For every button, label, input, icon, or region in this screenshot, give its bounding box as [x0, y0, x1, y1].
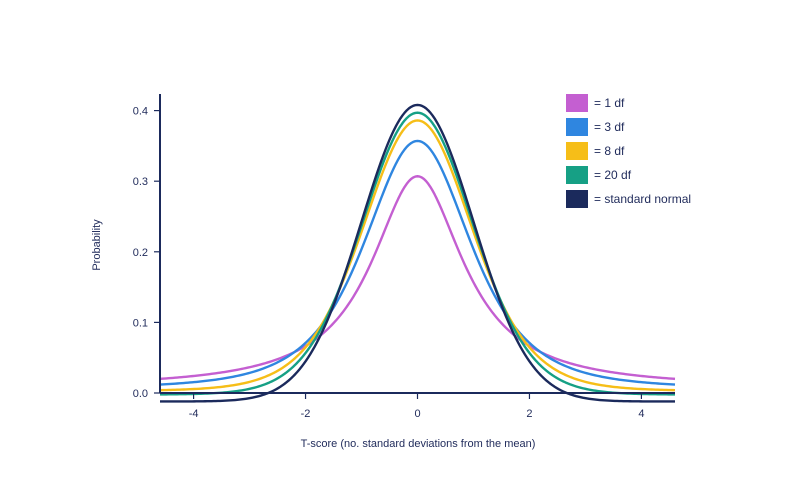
series-line-1 — [159, 175, 676, 381]
x-tick-label: 2 — [526, 408, 532, 420]
legend-label: = 8 df — [594, 144, 625, 158]
x-tick-label: -2 — [301, 408, 311, 420]
x-ticks: -4 -2 0 2 4 — [189, 393, 644, 420]
x-tick-label: -4 — [189, 408, 199, 420]
y-tick-label: 0.1 — [133, 317, 148, 329]
y-tick-label: 0.3 — [133, 176, 148, 188]
legend: = 1 df = 3 df = 8 df = 20 df = standard norm… — [566, 94, 691, 208]
x-axis-title: T-score (no. standard deviations from th… — [301, 438, 536, 450]
legend-label: = 20 df — [594, 168, 632, 182]
legend-label: = standard normal — [594, 192, 691, 206]
legend-label: = 3 df — [594, 120, 625, 134]
legend-label: = 1 df — [594, 96, 625, 110]
series-line-8 — [159, 119, 676, 392]
legend-swatch — [566, 142, 588, 160]
series-line-3 — [159, 139, 676, 386]
legend-swatch — [566, 190, 588, 208]
y-ticks: 0.0 0.1 0.2 0.3 0.4 — [133, 106, 160, 400]
series-line-normal — [160, 103, 675, 403]
y-tick-label: 0.4 — [133, 106, 148, 118]
x-tick-label: 4 — [638, 408, 644, 420]
legend-swatch — [566, 166, 588, 184]
y-axis-title: Probability — [91, 219, 103, 271]
y-tick-label: 0.0 — [133, 388, 148, 400]
legend-swatch — [566, 94, 588, 112]
legend-swatch — [566, 118, 588, 136]
y-tick-label: 0.2 — [133, 247, 148, 259]
curves-group — [159, 103, 676, 403]
series-line-20 — [159, 111, 676, 396]
x-tick-label: 0 — [414, 408, 420, 420]
